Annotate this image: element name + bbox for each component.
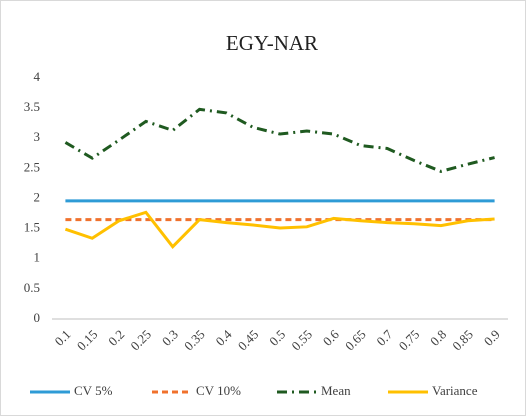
- chart-title: EGY-NAR: [226, 31, 318, 55]
- legend-label: Variance: [432, 383, 478, 398]
- y-tick-label: 2: [34, 189, 41, 204]
- y-tick-label: 3: [34, 129, 41, 144]
- legend-label: CV 5%: [74, 383, 113, 398]
- y-tick-label: 3.5: [24, 99, 40, 114]
- series-line: [64, 107, 495, 173]
- y-tick-label: 1.5: [24, 220, 40, 235]
- legend-label: Mean: [321, 383, 351, 398]
- y-tick-label: 4: [34, 69, 41, 84]
- y-tick-label: 0.5: [24, 280, 40, 295]
- legend-label: CV 10%: [196, 383, 241, 398]
- y-tick-label: 0: [34, 310, 41, 325]
- y-tick-label: 2.5: [24, 159, 40, 174]
- y-tick-label: 1: [34, 250, 41, 265]
- series-line: [64, 210, 495, 249]
